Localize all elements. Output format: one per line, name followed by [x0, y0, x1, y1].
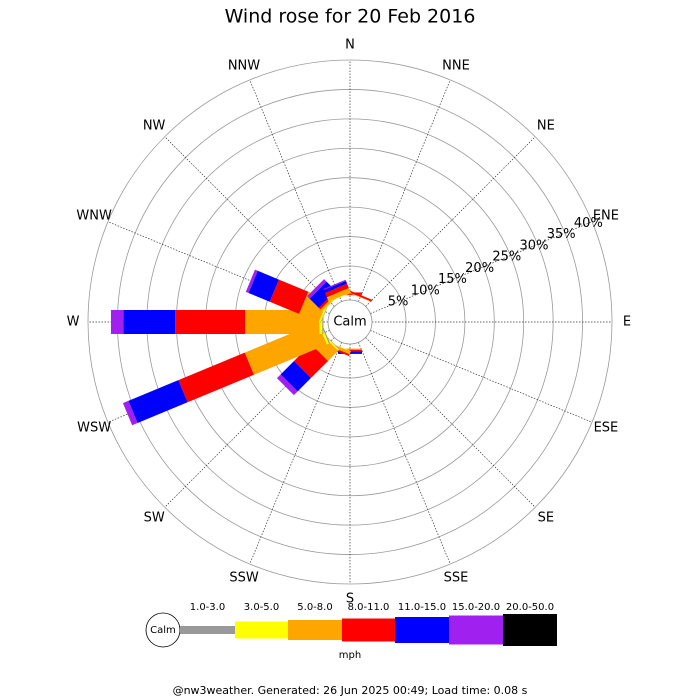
direction-label: N — [345, 38, 355, 53]
radial-tick-label: 30% — [520, 238, 549, 253]
direction-label: SSW — [229, 570, 259, 585]
direction-label: E — [623, 315, 631, 330]
bar-segment — [269, 279, 309, 314]
radial-tick-label: 10% — [411, 283, 440, 298]
chart-title: Wind rose for 20 Feb 2016 — [225, 6, 476, 28]
direction-label: S — [346, 592, 354, 607]
footer: @nw3weather. Generated: 26 Jun 2025 00:4… — [173, 684, 528, 697]
radial-tick-label: 15% — [438, 272, 467, 287]
legend-swatch — [449, 615, 503, 645]
legend-label: 5.0-8.0 — [297, 602, 332, 613]
bar-segment — [175, 310, 246, 334]
legend-label: 8.0-11.0 — [348, 602, 390, 613]
bar-segment — [244, 322, 327, 375]
bar-segment — [122, 400, 138, 426]
spoke — [249, 342, 342, 565]
bar-segment — [178, 352, 254, 403]
bar-segment — [276, 374, 298, 396]
legend-calm-label: Calm — [150, 625, 176, 636]
spoke — [370, 330, 593, 423]
direction-label: NNW — [228, 59, 260, 74]
spoke — [358, 342, 451, 565]
bar-segment — [322, 310, 324, 334]
bar-segment — [128, 380, 188, 423]
legend-label: 20.0-50.0 — [506, 602, 554, 613]
bar-segment — [248, 270, 279, 302]
direction-label: W — [67, 315, 80, 330]
legend-label: 11.0-15.0 — [398, 602, 446, 613]
legend-swatch — [235, 621, 288, 639]
direction-label: WSW — [77, 421, 111, 436]
direction-label: NNE — [442, 59, 470, 74]
spoke — [249, 79, 342, 302]
legend-swatch — [395, 617, 449, 643]
bar-segment — [324, 283, 349, 298]
bar-segment — [110, 310, 124, 334]
radial-tick-label: 25% — [492, 250, 521, 265]
calm-circle — [327, 299, 373, 345]
bar-segment — [326, 287, 351, 302]
bar-segment — [328, 292, 351, 303]
spoke — [358, 79, 451, 302]
direction-label: WNW — [76, 208, 112, 223]
direction-label: NE — [537, 119, 555, 134]
bar-segment — [280, 361, 311, 392]
radial-tick-label: 20% — [465, 261, 494, 276]
bar-segment — [293, 343, 329, 379]
radial-tick-label: 40% — [574, 216, 603, 231]
legend-swatch — [288, 620, 342, 640]
spoke — [164, 136, 335, 307]
bar-segment — [349, 292, 372, 303]
direction-label: ENE — [593, 208, 619, 223]
legend-swatch — [503, 614, 557, 646]
legend-swatch — [342, 618, 395, 642]
bar-segment — [323, 280, 348, 293]
bar-segment — [123, 310, 176, 334]
direction-label: NW — [143, 119, 166, 134]
direction-label: SSE — [444, 570, 469, 585]
bar-segment — [349, 290, 373, 302]
radial-tick-label: 5% — [388, 295, 409, 310]
bar-segment — [307, 279, 327, 299]
legend-label: 3.0-5.0 — [244, 602, 279, 613]
spoke — [365, 337, 536, 508]
direction-label: SW — [144, 510, 165, 525]
spoke — [370, 221, 593, 314]
legend-swatch — [180, 626, 235, 634]
direction-label: ESE — [594, 421, 619, 436]
grid-ring — [87, 59, 613, 585]
direction-label: SE — [538, 510, 554, 525]
calm-label: Calm — [333, 315, 366, 330]
bar-segment — [245, 269, 258, 293]
spoke — [365, 136, 536, 307]
radial-tick-label: 35% — [547, 227, 576, 242]
legend-label: 15.0-20.0 — [452, 602, 500, 613]
unit-label: mph — [339, 650, 361, 661]
legend-label: 1.0-3.0 — [190, 602, 225, 613]
bar-segment — [323, 279, 346, 291]
